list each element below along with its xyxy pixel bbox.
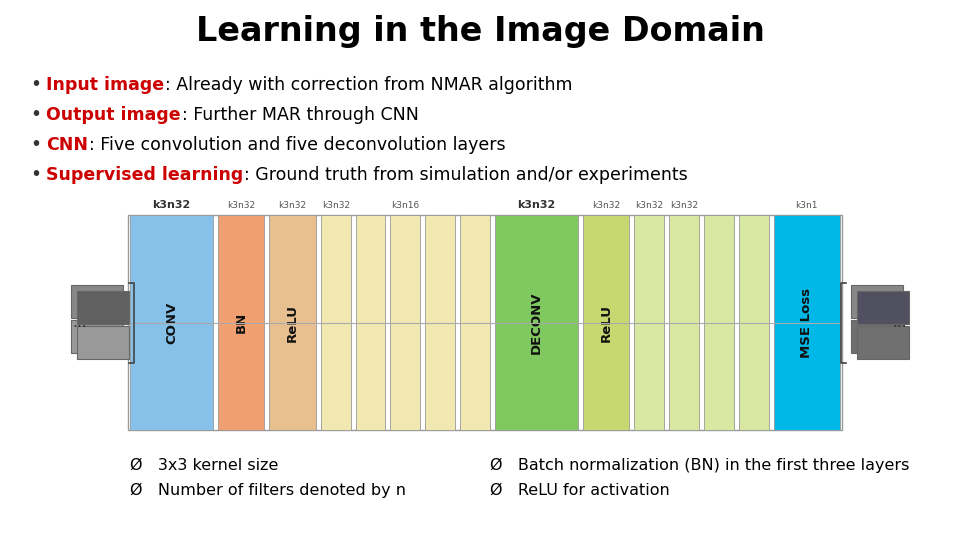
Text: CONV: CONV: [165, 301, 178, 343]
Text: ReLU: ReLU: [286, 303, 300, 341]
Bar: [704, 215, 733, 430]
Text: Ø   ReLU for activation: Ø ReLU for activation: [490, 483, 670, 497]
Text: ...: ...: [893, 315, 907, 330]
Bar: [460, 215, 490, 430]
Text: k3n32: k3n32: [636, 201, 663, 210]
Bar: [774, 215, 840, 430]
Text: : Five convolution and five deconvolution layers: : Five convolution and five deconvolutio…: [89, 136, 506, 154]
Text: Ø   3x3 kernel size: Ø 3x3 kernel size: [130, 457, 278, 472]
Bar: [851, 320, 903, 353]
Bar: [77, 291, 129, 324]
Text: k3n32: k3n32: [322, 201, 349, 210]
Text: MSE Loss: MSE Loss: [801, 287, 813, 357]
Text: k3n1: k3n1: [796, 201, 818, 210]
Bar: [635, 215, 664, 430]
Bar: [391, 215, 420, 430]
Text: •: •: [30, 105, 41, 125]
Text: Input image: Input image: [46, 76, 164, 94]
Text: •: •: [30, 165, 41, 185]
Text: Output image: Output image: [46, 106, 180, 124]
Text: k3n32: k3n32: [592, 201, 620, 210]
Text: •: •: [30, 76, 41, 94]
Text: k3n16: k3n16: [392, 201, 420, 210]
Bar: [128, 215, 842, 430]
Bar: [130, 215, 213, 430]
Bar: [270, 215, 316, 430]
Text: Supervised learning: Supervised learning: [46, 166, 243, 184]
Bar: [739, 215, 769, 430]
Text: : Ground truth from simulation and/or experiments: : Ground truth from simulation and/or ex…: [244, 166, 688, 184]
Bar: [321, 215, 350, 430]
Text: Ø   Batch normalization (BN) in the first three layers: Ø Batch normalization (BN) in the first …: [490, 457, 909, 472]
Text: k3n32: k3n32: [670, 201, 698, 210]
Bar: [77, 326, 129, 359]
Bar: [218, 215, 264, 430]
Text: k3n32: k3n32: [153, 200, 191, 210]
Bar: [669, 215, 699, 430]
Text: ReLU: ReLU: [600, 303, 612, 341]
Bar: [425, 215, 455, 430]
Bar: [71, 320, 123, 353]
Text: Ø   Number of filters denoted by n: Ø Number of filters denoted by n: [130, 482, 406, 498]
Bar: [857, 326, 909, 359]
Bar: [355, 215, 386, 430]
Text: BN: BN: [234, 312, 248, 333]
Bar: [851, 285, 903, 318]
Text: Learning in the Image Domain: Learning in the Image Domain: [196, 16, 764, 49]
Text: k3n32: k3n32: [278, 201, 306, 210]
Text: •: •: [30, 136, 41, 154]
Bar: [495, 215, 578, 430]
Bar: [71, 285, 123, 318]
Bar: [583, 215, 630, 430]
Text: k3n32: k3n32: [517, 200, 556, 210]
Text: DECONV: DECONV: [530, 291, 543, 354]
Text: ...: ...: [73, 315, 87, 330]
Text: : Further MAR through CNN: : Further MAR through CNN: [181, 106, 419, 124]
Text: k3n32: k3n32: [228, 201, 255, 210]
Bar: [857, 291, 909, 324]
Text: : Already with correction from NMAR algorithm: : Already with correction from NMAR algo…: [165, 76, 572, 94]
Text: CNN: CNN: [46, 136, 88, 154]
